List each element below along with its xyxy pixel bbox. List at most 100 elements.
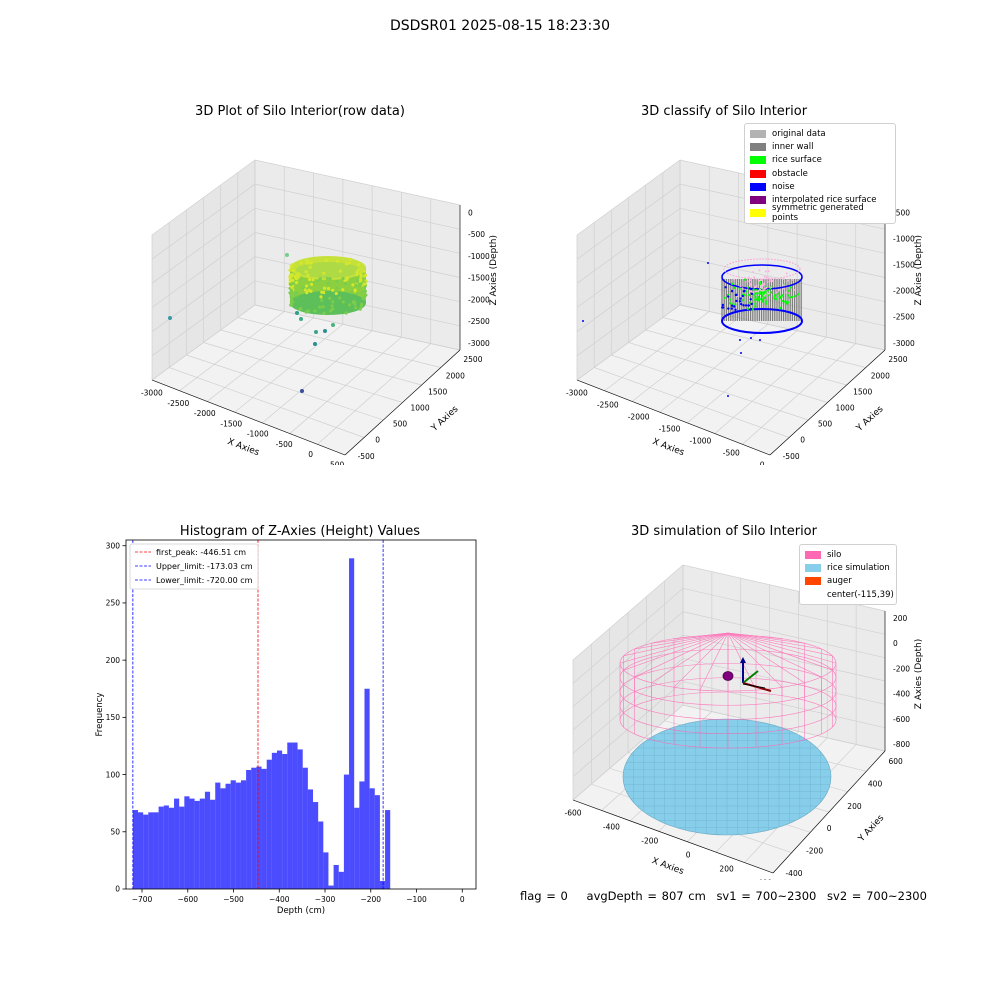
cls-interp-point (767, 270, 770, 273)
raw-z-tick-label: -500 (468, 230, 485, 239)
cls-rice-point (758, 290, 761, 293)
cls-rice-point (762, 294, 765, 297)
raw-point (319, 295, 323, 299)
cls-outlier-noise-point (739, 339, 741, 341)
raw-y-axis-label: Y Axies (429, 404, 461, 434)
sim-silo-roof-line (623, 632, 729, 671)
cls-interp-point (763, 275, 766, 278)
raw-point (355, 291, 359, 295)
cls-gridline (662, 317, 866, 368)
cls-point-cloud (582, 258, 803, 397)
cls-rice-point (761, 298, 764, 301)
classify-3d-plot[interactable]: -3000-2500-2000-1500-1000-5000-500050010… (555, 125, 925, 465)
raw-point (335, 286, 339, 290)
raw-x-tick-label: -2500 (167, 399, 189, 408)
raw-point (338, 269, 342, 273)
cls-interp-point (767, 292, 769, 295)
cls-gridline (628, 342, 828, 403)
histogram-bar (354, 807, 360, 889)
cls-y-tick-label: -500 (783, 452, 800, 461)
legend-label: noise (772, 181, 795, 192)
cls-gridline (645, 329, 847, 386)
raw-x-tick-label: 500 (330, 461, 345, 466)
cls-rice-point (761, 299, 764, 302)
cls-interp-point (760, 286, 763, 289)
classify-legend-item: noise (750, 180, 890, 193)
cls-outlier-noise-point (727, 395, 729, 397)
classify-legend-item: inner wall (750, 140, 890, 153)
histogram-bar (343, 774, 350, 889)
cls-rice-point (751, 308, 754, 311)
legend-label: original data (772, 128, 826, 139)
raw-point (364, 293, 368, 297)
raw-y-tick-label: 0 (375, 436, 380, 445)
raw-gridline (186, 354, 384, 421)
raw-point (330, 304, 334, 308)
histogram-bar (379, 880, 386, 889)
histogram-bar (292, 742, 298, 889)
sim-x-tick-label: -400 (603, 822, 620, 831)
raw-gridline (151, 207, 461, 284)
raw-point (353, 288, 357, 292)
cls-rice-point (756, 296, 759, 298)
cls-outlier-noise-point (750, 337, 752, 339)
histogram-x-tick-label: −300 (315, 895, 336, 904)
legend-swatch (750, 169, 766, 178)
cls-rice-point (780, 295, 783, 298)
raw-point (322, 311, 326, 315)
legend-swatch (750, 156, 766, 165)
sim-silo-roof-line (623, 632, 729, 657)
histogram-chart[interactable]: −700 −600 −500 −400 −300 −200 −100 0 0 50 100 150 20… (80, 530, 500, 920)
cls-rice-point (752, 293, 755, 296)
histogram-bar (251, 767, 257, 889)
cls-rice-point (773, 297, 776, 300)
histogram-x-axis-label: Depth (cm) (277, 906, 325, 916)
raw-z-tick-label: -2000 (468, 295, 490, 304)
cls-noise-point (730, 289, 734, 293)
sim-z-tick-label: -400 (893, 690, 910, 699)
legend-swatch (750, 182, 766, 191)
cls-rice-point (758, 283, 761, 286)
histogram-frame (125, 539, 477, 890)
histogram-bar (333, 864, 339, 889)
raw-point (306, 273, 310, 277)
cls-rice-point (745, 290, 747, 293)
raw-point (336, 259, 340, 263)
cls-rice-point (733, 286, 736, 289)
cls-x-tick-label: -500 (723, 449, 740, 458)
raw-x-tick-label: 0 (308, 450, 313, 459)
simulation-3d-plot[interactable]: -600 -400 -200 0 200 400 -400 -200 0 200 400 600 200… (555, 545, 925, 880)
raw-3d-plot[interactable]: -3000-2500-2000-1500-1000-5000500-500050… (130, 125, 500, 465)
cls-gridline (576, 280, 886, 357)
cls-rice-point (778, 295, 781, 298)
histogram-bar (184, 796, 190, 889)
cls-rice-point (758, 297, 761, 300)
sim-x-axis-line (572, 799, 774, 874)
sim-silo-roof-line (673, 632, 729, 688)
legend-label: inner wall (772, 141, 814, 152)
legend-swatch (805, 577, 821, 586)
raw-floor-pane (152, 305, 460, 455)
raw-plot-title: 3D Plot of Silo Interior(row data) (195, 104, 405, 119)
cls-y-tick-label: 2500 (888, 355, 907, 364)
histogram-x-tick-label: −400 (269, 895, 290, 904)
raw-point (304, 270, 308, 274)
raw-point (354, 283, 358, 287)
cls-gridline (611, 354, 809, 421)
sim-x-tick-label: 400 (758, 879, 773, 880)
raw-point (347, 261, 351, 265)
raw-point (320, 298, 324, 302)
cls-interp-point (764, 293, 767, 296)
raw-z-tick-label: -1500 (468, 274, 490, 283)
cls-x-tick-label: -1000 (689, 437, 711, 446)
histogram-bar (271, 752, 277, 889)
raw-z-tick-label: -1000 (468, 252, 490, 261)
raw-point (305, 259, 309, 263)
cls-noise-point (721, 303, 724, 307)
raw-point (313, 309, 317, 313)
cls-z-tick-label: -2000 (893, 287, 915, 296)
cls-rice-point (748, 301, 751, 304)
cls-floor-pane (577, 305, 885, 455)
histogram-bar (261, 768, 267, 889)
raw-z-tick-label: 0 (468, 208, 473, 217)
